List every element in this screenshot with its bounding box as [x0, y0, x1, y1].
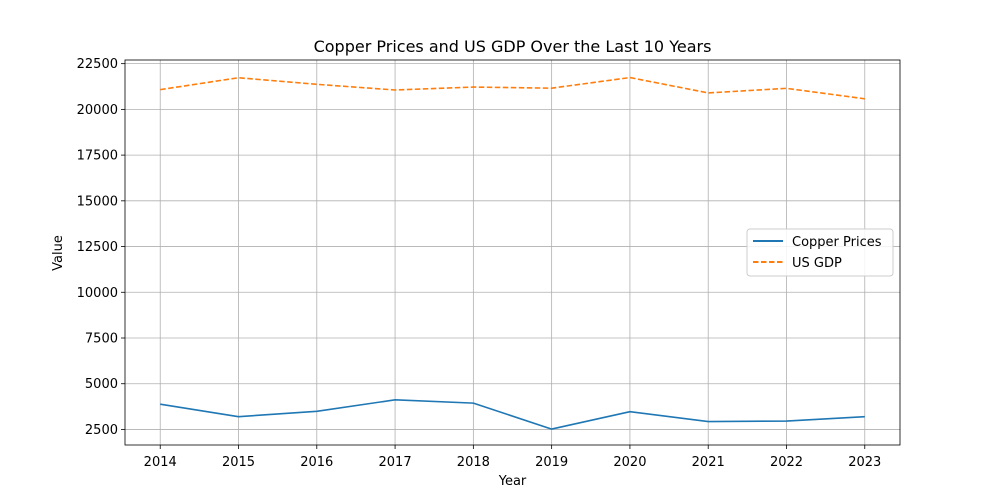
y-axis-ticks: 2500 5000 7500 10000 12500 15000 17500 20000 225…	[77, 57, 125, 438]
y-tick-label: 12500	[77, 240, 118, 255]
x-tick-label: 2019	[535, 455, 568, 470]
y-tick-label: 2500	[85, 423, 118, 438]
x-tick-label: 2023	[848, 455, 881, 470]
x-tick-label: 2020	[613, 455, 646, 470]
y-tick-label: 22500	[77, 57, 118, 72]
legend-box	[746, 228, 894, 277]
legend: Copper Prices US GDP	[746, 228, 894, 277]
series-layer	[160, 76, 865, 430]
x-tick-label: 2017	[379, 455, 412, 470]
x-tick-label: 2014	[144, 455, 177, 470]
y-tick-label: 7500	[85, 332, 118, 347]
plot-frame	[124, 59, 901, 446]
chart-title: Copper Prices and US GDP Over the Last 1…	[314, 37, 712, 56]
x-axis-ticks: 2014 2015 2016 2017 2018 2019 2020 2021 2022 2023	[144, 445, 881, 470]
series-line-us-gdp	[160, 76, 865, 100]
x-axis-label: Year	[498, 474, 527, 489]
y-tick-label: 5000	[85, 377, 118, 392]
y-tick-label: 10000	[77, 286, 118, 301]
legend-label-copper-prices: Copper Prices	[792, 235, 882, 250]
x-tick-label: 2022	[770, 455, 803, 470]
y-tick-label: 15000	[77, 194, 118, 209]
y-axis-label: Value	[51, 235, 66, 271]
y-tick-label: 20000	[77, 103, 118, 118]
x-tick-label: 2021	[692, 455, 725, 470]
x-tick-label: 2015	[222, 455, 255, 470]
legend-label-us-gdp: US GDP	[792, 256, 842, 271]
series-line-copper-prices	[160, 399, 865, 430]
y-tick-label: 17500	[77, 149, 118, 164]
x-tick-label: 2018	[457, 455, 490, 470]
grid-layer	[125, 60, 900, 445]
x-tick-label: 2016	[300, 455, 333, 470]
